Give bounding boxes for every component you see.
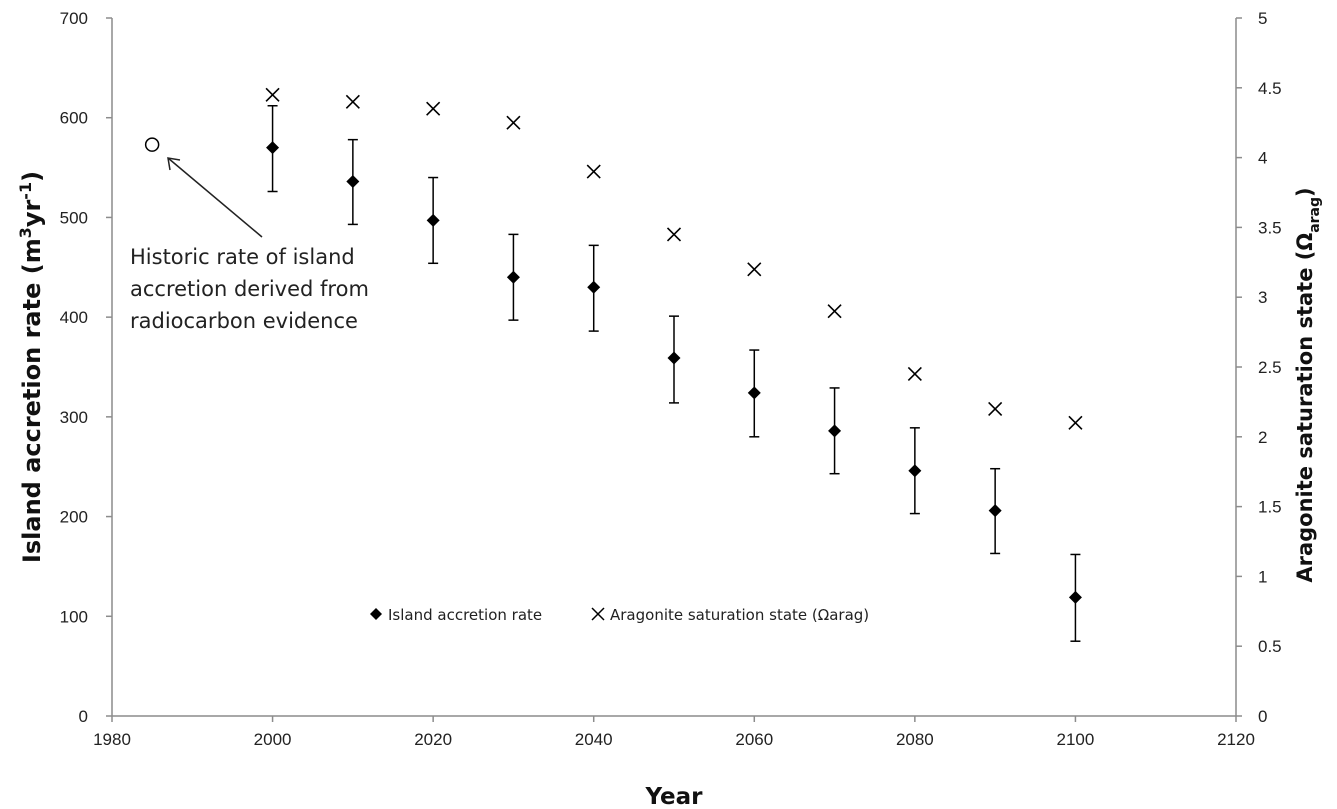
- accretion-point: [506, 270, 520, 284]
- aragonite-point: [345, 94, 360, 109]
- annotation-line: radiocarbon evidence: [130, 309, 358, 333]
- accretion-point: [747, 386, 761, 400]
- legend: Island accretion rate Aragonite saturati…: [370, 606, 869, 624]
- right-y-tick-label: 0: [1258, 707, 1267, 726]
- annotation-line: Historic rate of island: [130, 245, 355, 269]
- axes: [106, 17, 1242, 722]
- aragonite-point: [426, 101, 441, 116]
- legend-x-marker: [591, 607, 605, 621]
- accretion-point: [988, 504, 1002, 518]
- historic-point: [144, 137, 160, 152]
- right-y-tick-label: 2: [1258, 428, 1267, 447]
- x-axis-title: Year: [644, 784, 703, 809]
- aragonite-point: [988, 401, 1003, 416]
- left-y-tick-label: 400: [60, 308, 88, 327]
- x-tick-label: 2000: [254, 730, 292, 749]
- left-y-tick-label: 100: [60, 607, 88, 626]
- x-tick-labels: 1980 2000 2020 2040 2060 2080 2100 2120: [93, 730, 1255, 749]
- x-tick-label: 2020: [414, 730, 452, 749]
- aragonite-point: [907, 366, 922, 382]
- errorbars: [267, 104, 1081, 642]
- x-tick-label: 2120: [1217, 730, 1255, 749]
- right-y-tick-label: 4.5: [1258, 79, 1282, 98]
- accretion-point: [266, 141, 280, 155]
- right-y-tick-label: 2.5: [1258, 358, 1282, 377]
- accretion-point: [587, 280, 601, 294]
- accretion-point: [908, 464, 922, 478]
- annotation: Historic rate of island accretion derive…: [130, 157, 369, 333]
- historic-point-group: [144, 137, 160, 152]
- left-y-axis-title: Island accretion rate (m3yr-1): [16, 171, 46, 563]
- aragonite-point: [506, 115, 521, 130]
- x-tick-label: 1980: [93, 730, 131, 749]
- legend-label-accretion: Island accretion rate: [388, 606, 542, 624]
- legend-diamond-marker: [370, 608, 382, 620]
- aragonite-point: [265, 87, 280, 102]
- right-y-tick-label: 5: [1258, 9, 1267, 28]
- annotation-arrowhead: [167, 157, 181, 171]
- aragonite-point: [747, 262, 762, 277]
- right-y-tick-label: 1: [1258, 567, 1267, 586]
- aragonite-point: [1068, 415, 1083, 430]
- right-y-tick-label: 0.5: [1258, 637, 1282, 656]
- x-tick-label: 2060: [735, 730, 773, 749]
- accretion-point: [828, 424, 842, 438]
- left-y-tick-labels: 0 100 200 300 400 500 600 700: [60, 9, 88, 726]
- left-y-tick-label: 600: [60, 109, 88, 128]
- right-y-tick-labels: 0 0.5 1 1.5 2 2.5 3 3.5 4 4.5 5: [1258, 9, 1282, 726]
- accretion-point: [667, 351, 681, 365]
- left-y-tick-label: 0: [79, 707, 88, 726]
- left-y-tick-label: 300: [60, 408, 88, 427]
- accretion-point: [346, 175, 360, 189]
- aragonite-point: [666, 227, 682, 242]
- accretion-point: [1068, 590, 1082, 604]
- x-tick-label: 2100: [1057, 730, 1095, 749]
- right-y-tick-label: 3: [1258, 288, 1267, 307]
- aragonite-point: [827, 304, 842, 319]
- aragonite-series: [265, 87, 1083, 430]
- annotation-line: accretion derived from: [130, 277, 369, 301]
- legend-label-aragonite: Aragonite saturation state (Ωarag): [610, 606, 869, 624]
- annotation-arrow: [167, 157, 263, 238]
- x-tick-label: 2080: [896, 730, 934, 749]
- x-tick-label: 2040: [575, 730, 613, 749]
- right-y-tick-label: 4: [1258, 149, 1267, 168]
- right-y-tick-label: 3.5: [1258, 218, 1282, 237]
- right-y-axis-title: Aragonite saturation state (Ωarag): [1293, 187, 1323, 582]
- left-y-tick-label: 500: [60, 208, 88, 227]
- accretion-series: [266, 141, 1082, 604]
- accretion-point: [426, 213, 440, 227]
- right-y-tick-label: 1.5: [1258, 498, 1282, 517]
- aragonite-point: [586, 164, 601, 179]
- left-y-tick-label: 700: [60, 9, 88, 28]
- left-y-tick-label: 200: [60, 508, 88, 527]
